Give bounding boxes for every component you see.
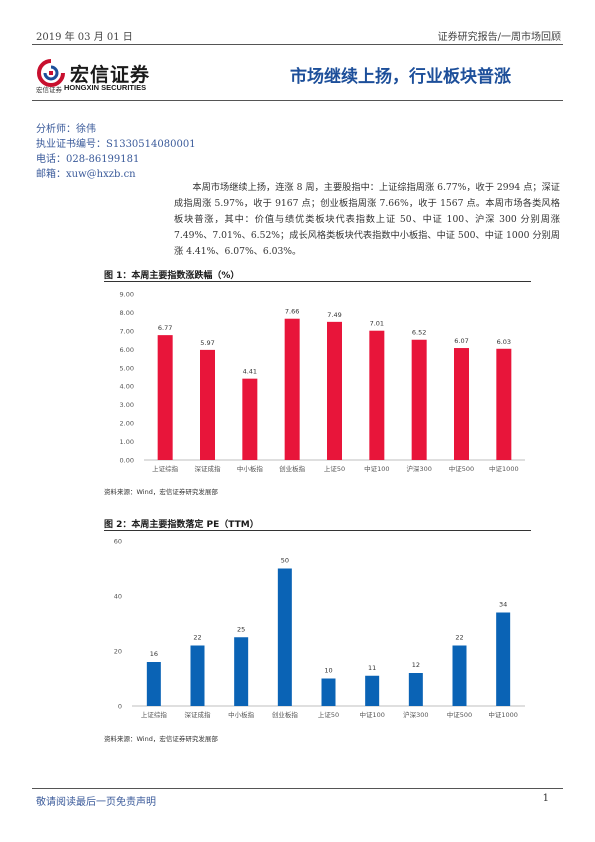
y-tick-label: 0.00 xyxy=(120,457,134,465)
x-category-label: 中小板指 xyxy=(237,464,263,473)
bar-value-label: 7.49 xyxy=(327,311,341,319)
bar xyxy=(190,645,205,706)
x-category-label: 中证1000 xyxy=(489,464,519,473)
x-category-label: 上证综指 xyxy=(141,710,168,719)
y-tick-label: 7.00 xyxy=(120,327,134,335)
bar xyxy=(496,348,512,460)
y-tick-label: 40 xyxy=(114,593,122,601)
company-logo: 宏信证券 宏信证券 HONGXIN SECURITIES xyxy=(36,58,166,94)
hongxin-logo-icon xyxy=(37,59,65,87)
y-tick-label: 0 xyxy=(118,703,122,711)
analyst-email: 邮箱：xuw@hxzb.cn xyxy=(36,169,136,180)
analyst-cert: 执业证书编号：S1330514080001 xyxy=(36,139,196,150)
title-divider xyxy=(32,100,563,101)
analyst-phone: 电话：028-86199181 xyxy=(36,154,140,165)
figure2-source: 资料来源：Wind，宏信证券研究发展部 xyxy=(104,735,218,743)
x-category-label: 创业板指 xyxy=(272,710,299,719)
x-category-label: 中证500 xyxy=(449,464,474,473)
bar-value-label: 6.03 xyxy=(497,338,511,346)
bar-value-label: 6.52 xyxy=(412,329,426,337)
bar-value-label: 10 xyxy=(324,667,332,675)
y-tick-label: 3.00 xyxy=(120,401,134,409)
figure2-title: 图 2：本周主要指数落定 PE（TTM） xyxy=(104,520,259,530)
figure1-source: 资料来源：Wind，宏信证券研究发展部 xyxy=(104,488,218,496)
analyst-name: 分析师：徐伟 xyxy=(36,124,96,135)
x-category-label: 中小板指 xyxy=(228,710,255,719)
bar-value-label: 6.07 xyxy=(454,337,468,345)
x-category-label: 中证500 xyxy=(447,710,472,719)
y-tick-label: 20 xyxy=(114,648,122,656)
bar-value-label: 16 xyxy=(150,650,158,658)
report-date: 2019 年 03 月 01 日 xyxy=(36,32,133,43)
y-tick-label: 2.00 xyxy=(120,420,134,428)
bar xyxy=(408,673,423,706)
figure1-svg: 0.00 1.00 2.00 3.00 4.00 5.00 6.00 7.00 8.00 9.00… xyxy=(120,291,525,473)
x-category-label: 沪深300 xyxy=(406,464,431,473)
figure2-divider xyxy=(104,530,531,531)
x-category-label: 中证100 xyxy=(364,464,389,473)
bar xyxy=(277,568,292,706)
x-category-label: 上证综指 xyxy=(152,464,179,473)
x-category-label: 上证50 xyxy=(318,710,339,719)
bar-value-label: 4.41 xyxy=(243,368,257,376)
x-category-label: 中证100 xyxy=(359,710,384,719)
x-category-label: 沪深300 xyxy=(403,710,428,719)
bar-value-label: 7.66 xyxy=(285,308,299,316)
y-tick-label: 9.00 xyxy=(120,291,134,299)
page-number: 1 xyxy=(542,793,549,804)
bar-value-label: 6.77 xyxy=(158,324,172,332)
bar xyxy=(321,678,336,706)
bar xyxy=(157,335,173,460)
bar-value-label: 5.97 xyxy=(200,339,214,347)
bar-value-label: 22 xyxy=(455,634,463,642)
bar xyxy=(454,348,469,460)
logo-text: 宏信证券 xyxy=(70,64,151,86)
footer-divider xyxy=(32,788,563,789)
y-tick-label: 5.00 xyxy=(120,364,134,372)
bar-value-label: 25 xyxy=(237,625,245,633)
bar-value-label: 34 xyxy=(499,601,507,609)
y-tick-label: 1.00 xyxy=(120,438,134,446)
bar xyxy=(365,675,380,706)
bar-value-label: 11 xyxy=(368,664,376,672)
bar-value-label: 50 xyxy=(281,557,289,565)
figure2-svg: 0 20 40 60 16 上证综指 22 深证成指 25 中小板指 50 创业板指 10 上证50 11 中… xyxy=(114,538,525,719)
bar xyxy=(369,330,385,460)
bar xyxy=(242,378,258,460)
summary-paragraph: 本周市场继续上扬，连涨 8 周，主要股指中：上证综指周涨 6.77%，收于 29… xyxy=(174,182,560,257)
x-category-label: 中证1000 xyxy=(488,710,518,719)
bar xyxy=(452,645,467,706)
x-category-label: 上证50 xyxy=(324,464,345,473)
bar-value-label: 12 xyxy=(412,661,420,669)
bar-value-label: 22 xyxy=(193,634,201,642)
header-divider xyxy=(32,44,563,45)
figure1-divider xyxy=(104,281,531,282)
bar xyxy=(200,349,215,460)
logo-subtext-cn: 宏信证券 xyxy=(36,86,62,94)
x-category-label: 创业板指 xyxy=(279,464,306,473)
bar xyxy=(146,662,161,706)
y-tick-label: 6.00 xyxy=(120,346,134,354)
logo-subtext-en: HONGXIN SECURITIES xyxy=(64,83,147,92)
y-tick-label: 60 xyxy=(114,538,122,546)
disclaimer-note: 敬请阅读最后一页免责声明 xyxy=(36,797,156,808)
figure1-title: 图 1：本周主要指数涨跌幅（%） xyxy=(104,271,240,281)
figure2-chart: 0 20 40 60 16 上证综指 22 深证成指 25 中小板指 50 创业板指 10 上证50 11 中… xyxy=(104,533,531,725)
x-category-label: 深证成指 xyxy=(195,464,222,473)
bar xyxy=(496,612,511,706)
report-category: 证券研究报告/一周市场回顾 xyxy=(437,32,561,43)
bar xyxy=(411,339,427,460)
bar xyxy=(284,318,300,460)
bar xyxy=(234,637,249,706)
x-category-label: 深证成指 xyxy=(185,710,212,719)
y-tick-label: 4.00 xyxy=(120,383,134,391)
report-title: 市场继续上扬，行业板块普涨 xyxy=(290,67,511,87)
y-tick-label: 8.00 xyxy=(120,309,134,317)
analyst-info: 分析师：徐伟 执业证书编号：S1330514080001 电话：028-8619… xyxy=(36,122,196,182)
figure1-chart: 0.00 1.00 2.00 3.00 4.00 5.00 6.00 7.00 8.00 9.00… xyxy=(104,284,531,479)
bar-value-label: 7.01 xyxy=(370,320,384,328)
bar xyxy=(327,321,342,460)
